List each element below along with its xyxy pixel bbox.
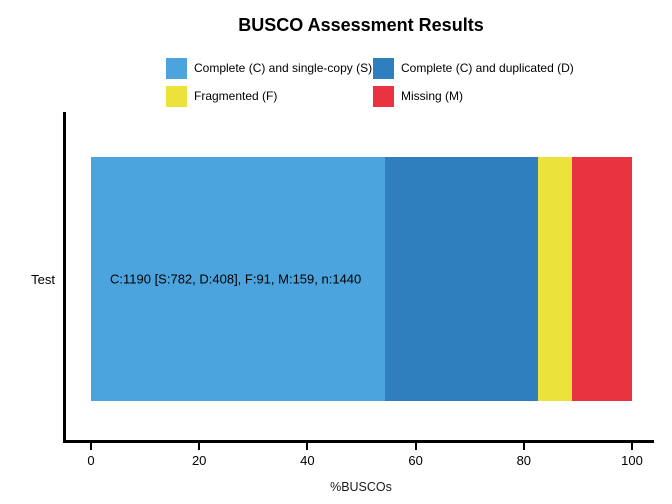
legend-item-complete-duplicated: Complete (C) and duplicated (D)	[373, 58, 574, 79]
legend-swatch-fragmented	[166, 86, 187, 107]
x-axis-tick-label: 80	[516, 453, 532, 468]
legend-swatch-complete-single-copy	[166, 58, 187, 79]
x-axis-tick-label: 0	[87, 453, 95, 468]
bar-segment-complete-duplicated	[384, 157, 539, 401]
x-axis-tick	[90, 443, 92, 450]
legend-item-fragmented: Fragmented (F)	[166, 86, 373, 107]
bar-segment-missing	[572, 157, 632, 401]
legend-label-complete-single-copy: Complete (C) and single-copy (S)	[194, 61, 373, 75]
stacked-bar: C:1190 [S:782, D:408], F:91, M:159, n:14…	[91, 157, 632, 401]
x-axis-tick-label: 100	[621, 453, 643, 468]
x-axis-tick-label: 40	[300, 453, 315, 468]
legend-label-complete-duplicated: Complete (C) and duplicated (D)	[401, 61, 574, 75]
y-axis-line	[63, 112, 66, 443]
legend-label-missing: Missing (M)	[401, 89, 463, 103]
legend: Complete (C) and single-copy (S) Complete…	[166, 58, 574, 107]
legend-item-complete-single-copy: Complete (C) and single-copy (S)	[166, 58, 373, 79]
category-label: Test	[31, 271, 55, 287]
bar-annotation: C:1190 [S:782, D:408], F:91, M:159, n:14…	[110, 271, 362, 287]
x-axis-tick	[522, 443, 525, 450]
x-axis-tick	[306, 443, 309, 450]
x-axis-tick	[631, 443, 633, 450]
legend-label-fragmented: Fragmented (F)	[194, 89, 278, 103]
bar-segment-fragmented	[538, 157, 573, 401]
x-axis-tick	[414, 443, 417, 450]
x-axis-tick-label: 60	[408, 453, 423, 468]
x-axis-tick-label: 20	[191, 453, 207, 468]
x-axis-tick	[198, 443, 201, 450]
chart-title: BUSCO Assessment Results	[238, 15, 484, 35]
legend-swatch-complete-duplicated	[373, 58, 394, 79]
x-axis-line	[63, 440, 654, 443]
bar-segment-complete-single-copy	[91, 157, 385, 401]
legend-item-missing: Missing (M)	[373, 86, 574, 107]
legend-swatch-missing	[373, 86, 394, 107]
x-axis-label: %BUSCOs	[330, 480, 392, 494]
